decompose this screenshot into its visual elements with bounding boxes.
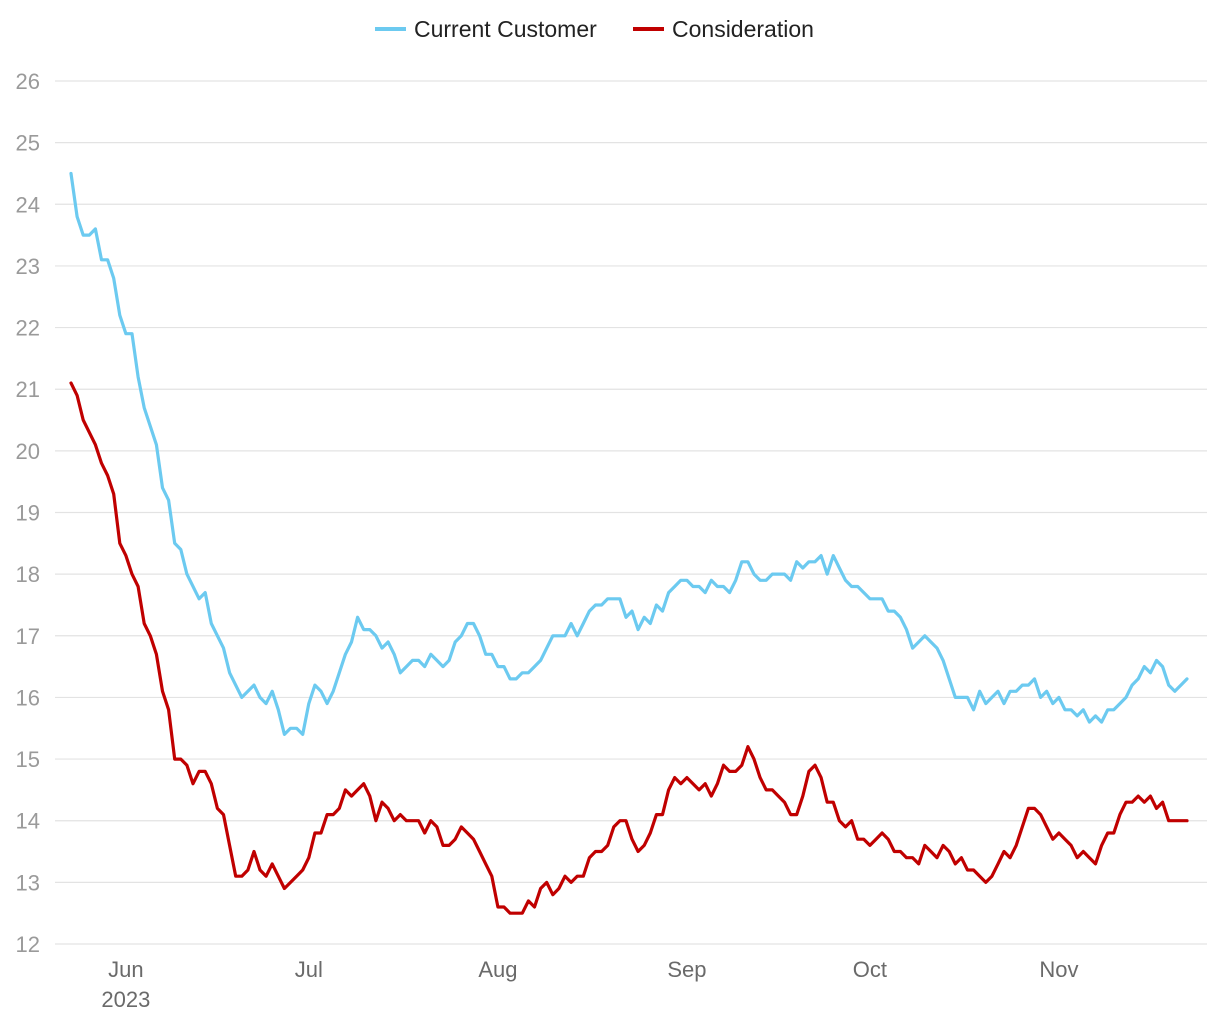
y-tick-label-22: 22 [16,316,40,341]
x-tick-label-oct: Oct [853,957,887,982]
x-tick-label-jul: Jul [295,957,323,982]
series-line-current-customer [69,171,1189,736]
y-tick-label-23: 23 [16,254,40,279]
y-tick-label-21: 21 [16,377,40,402]
legend-label-current-customer: Current Customer [414,16,597,42]
legend: Current Customer Consideration [375,16,814,42]
x-tick-label-aug: Aug [478,957,517,982]
series-lines [69,171,1189,915]
x-tick-sublabel-year: 2023 [101,987,150,1012]
x-tick-label-sep: Sep [667,957,706,982]
gridlines [55,80,1207,945]
y-tick-label-15: 15 [16,747,40,772]
y-tick-label-18: 18 [16,562,40,587]
x-tick-label-jun: Jun [108,957,143,982]
legend-label-consideration: Consideration [672,16,814,42]
x-axis: Jun 2023 Jul Aug Sep Oct Nov [101,957,1078,1012]
y-tick-label-25: 25 [16,131,40,156]
y-tick-label-17: 17 [16,624,40,649]
y-tick-label-13: 13 [16,870,40,895]
y-tick-label-19: 19 [16,501,40,526]
y-tick-label-14: 14 [16,809,40,834]
y-tick-label-12: 12 [16,932,40,957]
x-tick-label-nov: Nov [1039,957,1078,982]
y-tick-label-16: 16 [16,685,40,710]
series-line-consideration [69,381,1189,915]
y-tick-label-26: 26 [16,69,40,94]
y-axis: 12 13 14 15 16 17 18 19 20 21 22 23 24 25 26 [16,69,40,957]
y-tick-label-20: 20 [16,439,40,464]
y-tick-label-24: 24 [16,192,40,217]
